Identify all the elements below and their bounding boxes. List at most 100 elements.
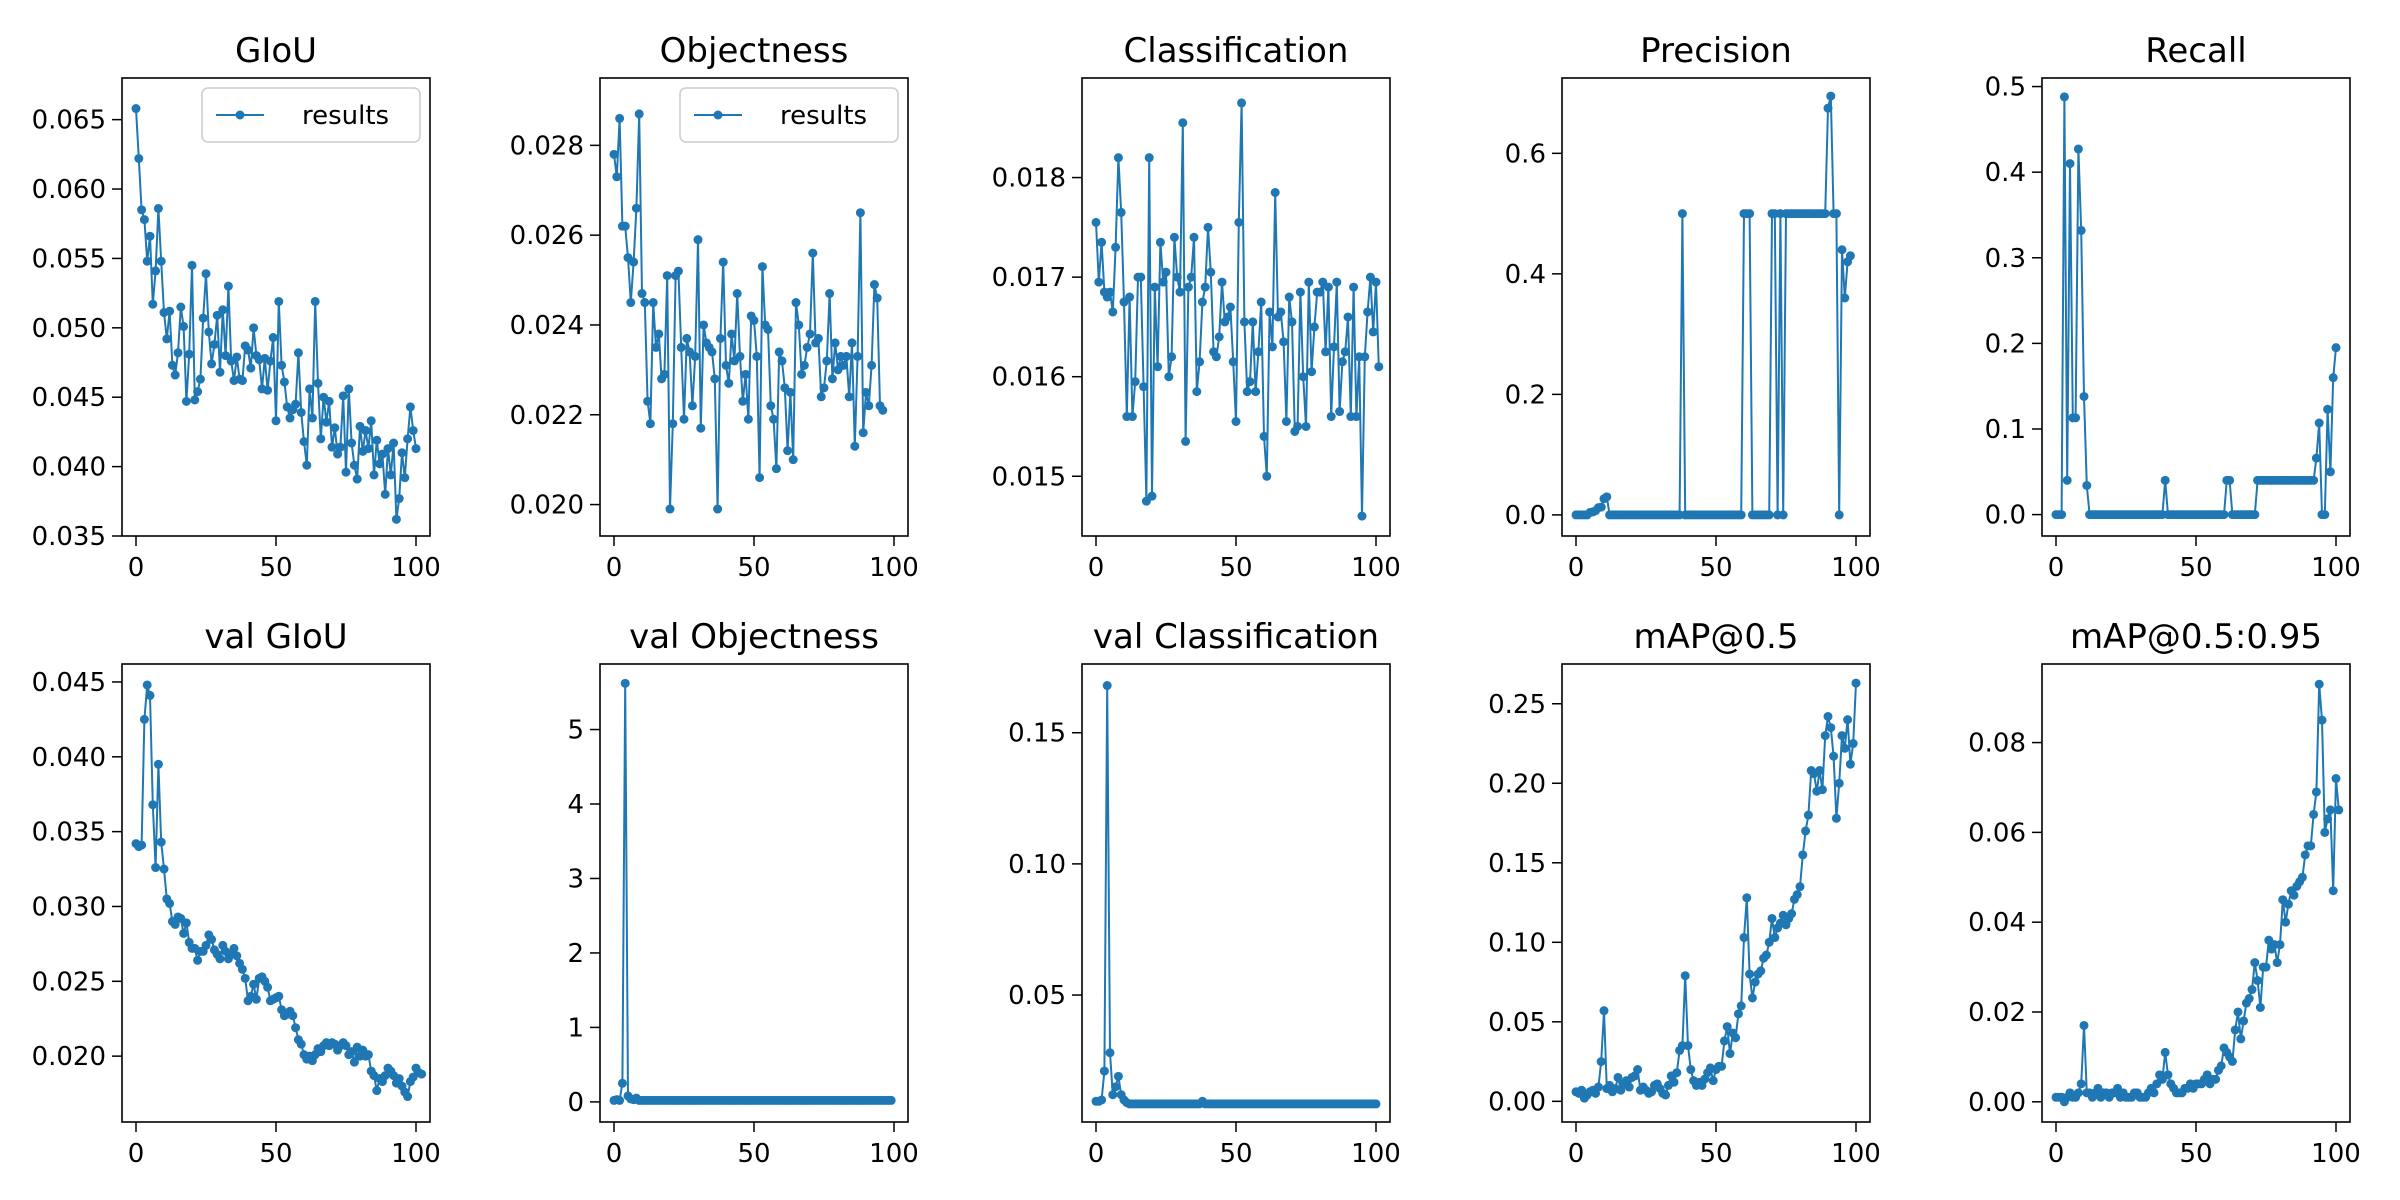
data-point [1371,277,1381,287]
data-point [696,423,706,433]
x-tick-label: 0 [1088,1139,1105,1169]
plot-frame [2041,77,2351,537]
series-line [613,112,884,511]
data-point [830,338,840,348]
y-tick-label: 0.6 [1505,139,1546,169]
data-point [1683,1041,1693,1051]
data-point [1736,510,1746,520]
data-point [375,459,385,469]
chart-title: val GIoU [204,617,347,657]
chart-val-objectness: val Objectness 0 50 100 0 1 2 3 4 5 [567,617,918,1169]
data-point [844,392,854,402]
data-point [886,1095,896,1105]
data-point [201,269,211,279]
data-point [1820,731,1830,741]
data-point [777,356,787,366]
x-tick-label: 50 [259,1139,292,1169]
data-point [338,391,348,401]
data-point [1335,407,1345,417]
data-point [1167,352,1177,362]
data-point [1686,1065,1696,1075]
data-point [383,444,393,454]
data-point [1097,237,1107,247]
data-point [2236,1034,2246,1044]
data-point [1111,242,1121,252]
data-point [791,298,801,308]
plot-frame [1561,663,1871,1123]
y-tick-label: 0.00 [1968,1088,2026,1118]
data-point [1717,1061,1727,1071]
data-point [386,470,396,480]
data-point [173,348,183,358]
data-point [1374,362,1384,372]
data-point [662,271,672,281]
data-point [2325,467,2335,477]
data-point [682,333,692,343]
series-line [1095,101,1380,518]
data-point [1279,337,1289,347]
data-point [713,504,723,514]
data-point [1211,352,1221,362]
data-point [1251,387,1261,397]
data-point [665,504,675,514]
data-point [797,369,807,379]
data-point [181,396,191,406]
data-point [1845,251,1855,261]
y-tick-label: 0.018 [992,164,1066,194]
data-point [732,289,742,299]
data-point [324,396,334,406]
data-point [1186,272,1196,282]
data-point [1130,377,1140,387]
data-point [310,296,320,306]
data-point [1181,436,1191,446]
data-point [316,434,326,444]
chart-title: Recall [2145,31,2246,71]
data-point [615,113,625,123]
data-point [1097,1095,1107,1105]
data-point [2250,958,2260,968]
data-point [352,474,362,484]
y-tick-label: 0.10 [1488,928,1546,958]
data-point [785,387,795,397]
legend-label: results [780,101,867,131]
data-point [783,446,793,456]
data-point [341,467,351,477]
data-point [1139,382,1149,392]
data-point [2309,475,2319,485]
data-point [727,329,737,339]
data-point [246,363,256,373]
data-point [1602,492,1612,502]
data-point [1094,277,1104,287]
data-point [207,359,217,369]
y-tick-label: 0.025 [32,967,106,997]
data-point [229,943,239,953]
data-point [1708,1076,1718,1086]
x-tick-label: 50 [1219,1139,1252,1169]
data-point [1242,387,1252,397]
data-point [2325,805,2335,815]
y-tick-label: 0.050 [32,314,106,344]
data-point [763,324,773,334]
data-point [1164,372,1174,382]
data-point [757,262,767,272]
y-tick-label: 0.15 [1488,849,1546,879]
data-point [341,1041,351,1051]
data-point [1253,347,1263,357]
data-point [142,256,152,266]
legend-label: results [302,101,389,131]
x-tick-label: 100 [391,553,441,583]
x-tick-label: 100 [391,1139,441,1169]
data-point [265,356,275,366]
data-point [1731,1033,1741,1043]
chart-map-at-0-5: mAP@0.5 0 50 100 0.00 0.05 0.10 0.15 0.20 0.25 [1488,617,1881,1169]
chart-title: val Classification [1093,617,1379,657]
data-point [1722,1022,1732,1032]
data-point [279,377,289,387]
data-point [1323,282,1333,292]
data-point [223,281,233,291]
data-point [1733,1009,1743,1019]
data-point [288,1011,298,1021]
data-point [1108,307,1118,317]
data-point [1237,98,1247,108]
